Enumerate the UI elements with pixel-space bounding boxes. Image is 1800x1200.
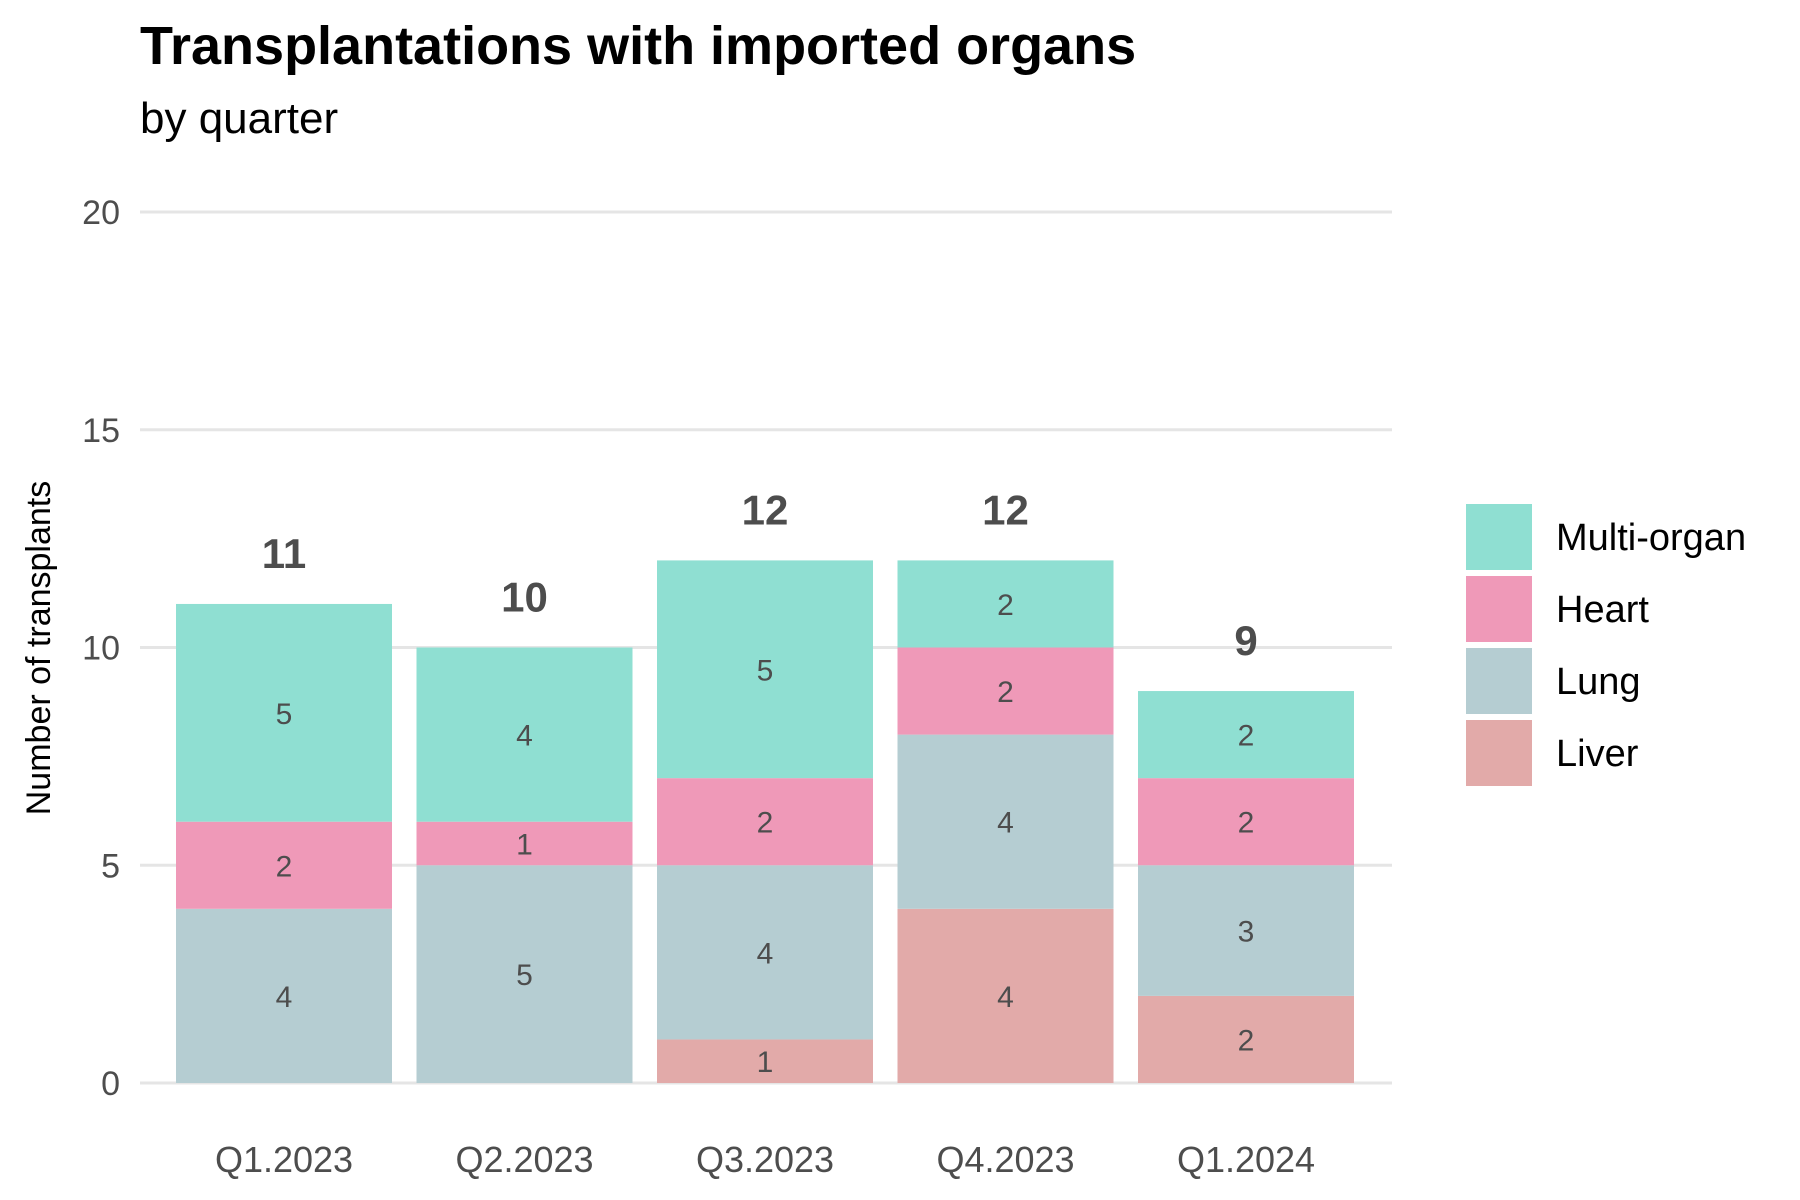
segment-value-label: 5 [757, 654, 774, 687]
segment-value-label: 4 [276, 981, 293, 1014]
bar-segment-multi-organ-q4.2023 [897, 560, 1114, 648]
y-tick-label: 10 [82, 630, 120, 668]
bar-segment-liver-q1.2024 [1138, 995, 1354, 1083]
bar-segment-liver-q4.2023 [897, 908, 1114, 1083]
bar-segment-heart-q3.2023 [657, 778, 873, 866]
legend-key-liver [1466, 720, 1532, 786]
legend-key-heart [1466, 576, 1532, 642]
bar-total-label: 10 [501, 574, 548, 621]
bar-segment-heart-q1.2023 [176, 821, 392, 909]
x-tick-label: Q1.2023 [215, 1139, 353, 1180]
segment-value-label: 2 [1238, 807, 1255, 840]
bar-total-label: 11 [262, 530, 306, 577]
segment-value-label: 2 [757, 807, 774, 840]
bar-segment-multi-organ-q1.2023 [176, 603, 392, 822]
segment-value-label: 2 [276, 850, 293, 883]
legend-label-lung: Lung [1556, 661, 1641, 703]
segment-value-label: 2 [1238, 1024, 1255, 1057]
x-tick-label: Q3.2023 [696, 1139, 834, 1180]
segment-value-label: 4 [997, 981, 1014, 1014]
bar-segment-lung-q4.2023 [897, 734, 1114, 909]
legend-key-multi-organ [1466, 504, 1532, 570]
segment-value-label: 1 [757, 1046, 774, 1079]
bar-segment-heart-q1.2024 [1138, 778, 1354, 866]
bar-segment-liver-q3.2023 [657, 1039, 873, 1083]
bar-segment-lung-q2.2023 [416, 865, 633, 1083]
bar-segment-heart-q2.2023 [416, 821, 633, 866]
y-tick-label: 0 [101, 1065, 120, 1103]
segment-value-label: 4 [757, 937, 774, 970]
bar-segment-lung-q3.2023 [657, 865, 873, 1040]
bar-segment-multi-organ-q3.2023 [657, 560, 873, 779]
y-axis-label: Number of transplants [20, 481, 58, 816]
segment-value-label: 2 [997, 676, 1014, 709]
legend-label-liver: Liver [1556, 733, 1639, 775]
segment-value-label: 1 [516, 828, 533, 861]
chart-subtitle: by quarter [140, 94, 338, 143]
x-tick-label: Q1.2024 [1177, 1139, 1315, 1180]
bar-total-label: 9 [1234, 617, 1257, 664]
segment-value-label: 2 [997, 589, 1014, 622]
x-tick-label: Q2.2023 [455, 1139, 593, 1180]
y-tick-label: 20 [82, 194, 120, 232]
bar-total-label: 12 [742, 486, 789, 533]
segment-value-label: 5 [276, 698, 293, 731]
legend-label-heart: Heart [1556, 589, 1649, 631]
bars [176, 560, 1354, 1083]
segment-value-label: 4 [997, 807, 1014, 840]
x-tick-label: Q4.2023 [936, 1139, 1074, 1180]
legend: Multi-organ Heart Lung Liver [1466, 504, 1746, 786]
bar-total-label: 12 [982, 486, 1029, 533]
y-tick-label: 5 [101, 847, 120, 885]
bar-segment-lung-q1.2024 [1138, 865, 1354, 996]
chart-title: Transplantations with imported organs [140, 16, 1136, 76]
segment-value-label: 5 [516, 959, 533, 992]
bar-segment-heart-q4.2023 [897, 647, 1114, 735]
segment-value-label: 4 [516, 720, 533, 753]
legend-key-lung [1466, 648, 1532, 714]
y-tick-label: 15 [82, 412, 120, 450]
segment-value-label: 3 [1238, 916, 1255, 949]
bar-segment-multi-organ-q1.2024 [1138, 691, 1354, 779]
bar-segment-multi-organ-q2.2023 [416, 647, 633, 822]
legend-label-multi-organ: Multi-organ [1556, 517, 1746, 559]
segment-value-label: 2 [1238, 720, 1255, 753]
x-axis-ticks: Q1.2023 Q2.2023 Q3.2023 Q4.2023 Q1.2024 [215, 1139, 1315, 1180]
y-axis-ticks: 0 5 10 15 20 [82, 194, 120, 1103]
bar-segment-lung-q1.2023 [176, 908, 392, 1083]
